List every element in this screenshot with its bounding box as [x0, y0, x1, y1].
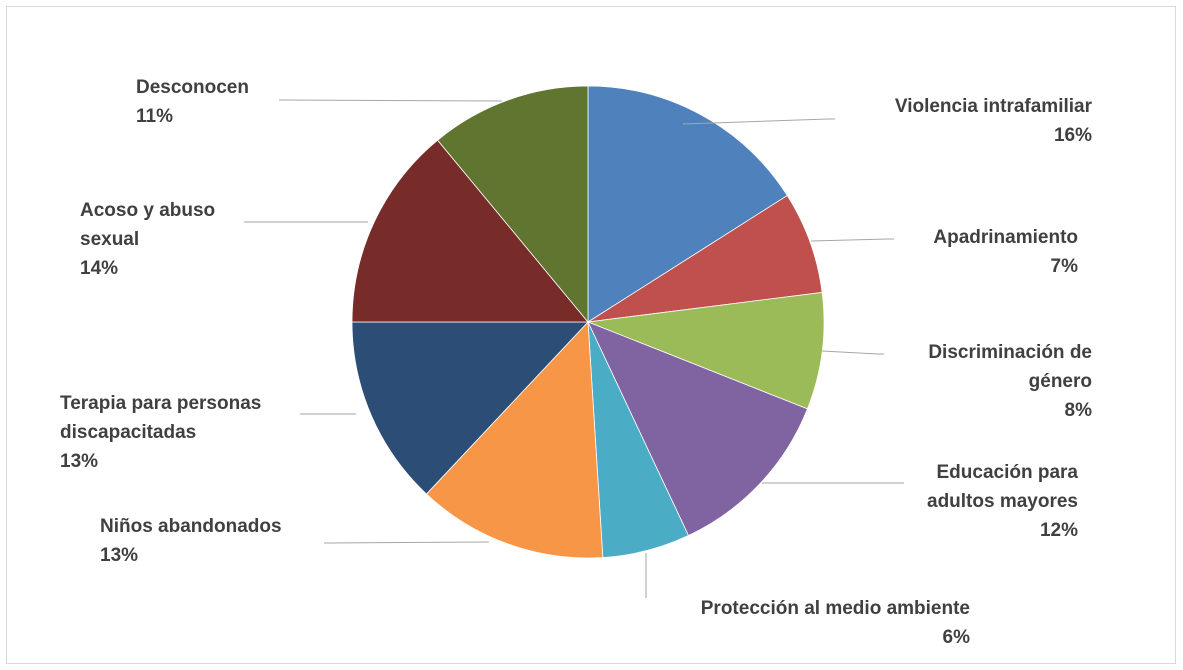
pie-slices [351, 85, 825, 559]
leader-lines [244, 99, 904, 598]
data-label-category-proteccion-al-medio-ambiente: Protección al medio ambiente [701, 598, 970, 619]
data-label-category-acoso-y-abuso-sexual: Acoso y abuso [80, 200, 215, 221]
leader-line-discriminacion-de-genero [821, 350, 884, 355]
pie-slice-ninos-abandonados [425, 321, 604, 559]
data-label-category-violencia-intrafamiliar: Violencia intrafamiliar [895, 96, 1093, 117]
leader-line-apadrinamiento [810, 238, 894, 242]
data-label-percent-desconocen: 11% [136, 106, 173, 127]
data-label-percent-ninos-abandonados: 13% [100, 545, 138, 566]
data-label-category-ninos-abandonados: Niños abandonados [100, 516, 282, 537]
data-label-percent-violencia-intrafamiliar: 16% [1054, 125, 1092, 146]
leader-line-desconocen [279, 99, 503, 102]
data-label-category-discriminacion-de-genero: Discriminación de [928, 342, 1092, 363]
data-labels: Violencia intrafamiliar 16% Apadrinamiento… [60, 77, 1093, 648]
data-label-category-acoso-y-abuso-sexual: sexual [80, 229, 139, 250]
data-label-category-terapia-para-personas-discapacitadas: discapacitadas [60, 422, 196, 443]
pie-slice-acoso-y-abuso-sexual [351, 139, 589, 323]
data-label-percent-educacion-para-adultos-mayores: 12% [1040, 520, 1078, 541]
pie-slice-terapia-para-personas-discapacitadas [351, 321, 589, 495]
pie-slice-violencia-intrafamiliar [587, 85, 788, 323]
data-label-category-apadrinamiento: Apadrinamiento [933, 227, 1078, 248]
pie-slice-apadrinamiento [587, 194, 823, 323]
data-label-percent-terapia-para-personas-discapacitadas: 13% [60, 451, 98, 472]
data-label-category-educacion-para-adultos-mayores: Educación para [937, 462, 1079, 483]
data-label-percent-apadrinamiento: 7% [1051, 256, 1079, 277]
leader-line-violencia-intrafamiliar [682, 118, 835, 125]
pie-slice-educacion-para-adultos-mayores [587, 321, 808, 537]
data-label-category-discriminacion-de-genero: género [1029, 371, 1092, 392]
data-label-percent-acoso-y-abuso-sexual: 14% [80, 258, 118, 279]
pie-slice-desconocen [437, 85, 589, 324]
pie-slice-discriminacion-de-genero [587, 291, 825, 410]
data-label-percent-discriminacion-de-genero: 8% [1065, 400, 1093, 421]
data-label-percent-proteccion-al-medio-ambiente: 6% [943, 627, 971, 648]
data-label-category-educacion-para-adultos-mayores: adultos mayores [927, 491, 1078, 512]
data-label-category-desconocen: Desconocen [136, 77, 249, 98]
data-label-category-terapia-para-personas-discapacitadas: Terapia para personas [60, 393, 261, 414]
leader-line-ninos-abandonados [324, 541, 490, 544]
